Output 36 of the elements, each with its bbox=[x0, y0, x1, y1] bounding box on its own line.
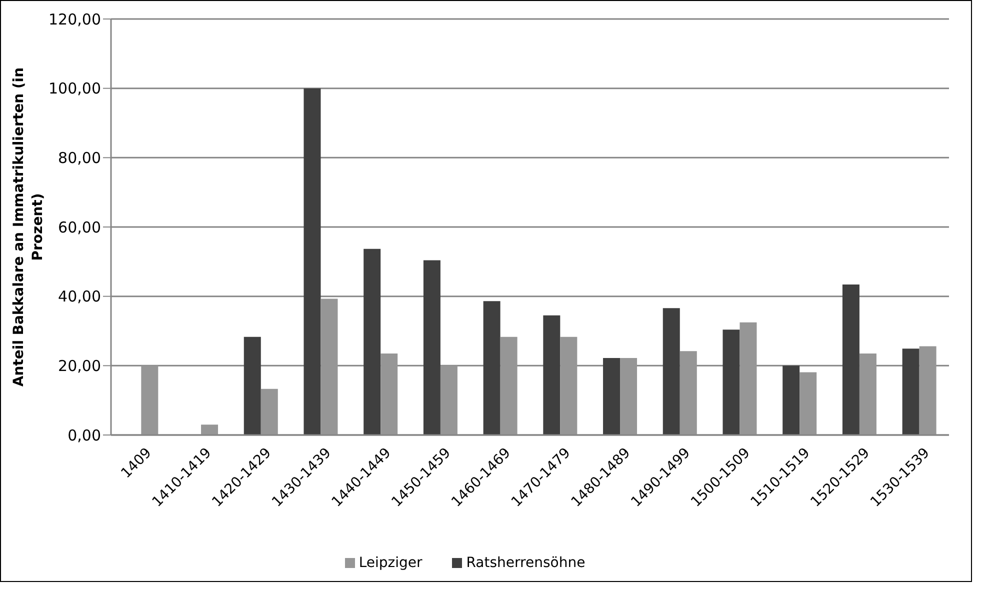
bar bbox=[842, 284, 860, 435]
bar bbox=[304, 88, 321, 435]
bar bbox=[902, 348, 920, 435]
bar bbox=[603, 358, 620, 435]
bar bbox=[919, 346, 936, 435]
bar bbox=[380, 354, 398, 435]
bar bbox=[800, 372, 817, 435]
y-tick-label: 120,00 bbox=[48, 10, 101, 28]
y-tick-label: 60,00 bbox=[58, 218, 101, 236]
legend-label: Ratsherrensöhne bbox=[466, 555, 586, 571]
bar bbox=[740, 322, 757, 435]
y-tick-label: 0,00 bbox=[68, 426, 101, 444]
bar bbox=[662, 308, 680, 435]
y-axis-title: Anteil Bakkalare an Immatrikulierten (in Prozent) bbox=[11, 67, 46, 387]
bar bbox=[500, 336, 518, 435]
bar bbox=[722, 330, 740, 435]
bar bbox=[364, 248, 381, 435]
y-tick-label: 40,00 bbox=[58, 288, 101, 306]
y-tick-label: 20,00 bbox=[58, 356, 101, 375]
bar bbox=[423, 260, 440, 435]
bar bbox=[620, 358, 638, 435]
legend-label: Leipziger bbox=[358, 555, 422, 571]
bar bbox=[141, 366, 158, 435]
bar bbox=[201, 424, 218, 435]
bar bbox=[320, 298, 338, 435]
bar bbox=[782, 366, 800, 435]
bar bbox=[440, 366, 458, 435]
bar bbox=[483, 301, 500, 435]
bar bbox=[859, 354, 876, 435]
bar bbox=[244, 336, 261, 435]
y-tick-label: 80,00 bbox=[58, 148, 101, 167]
y-tick-label: 100,00 bbox=[48, 80, 101, 98]
bar bbox=[260, 388, 278, 435]
bar bbox=[680, 351, 697, 435]
bar bbox=[543, 315, 560, 435]
bar bbox=[560, 336, 578, 435]
